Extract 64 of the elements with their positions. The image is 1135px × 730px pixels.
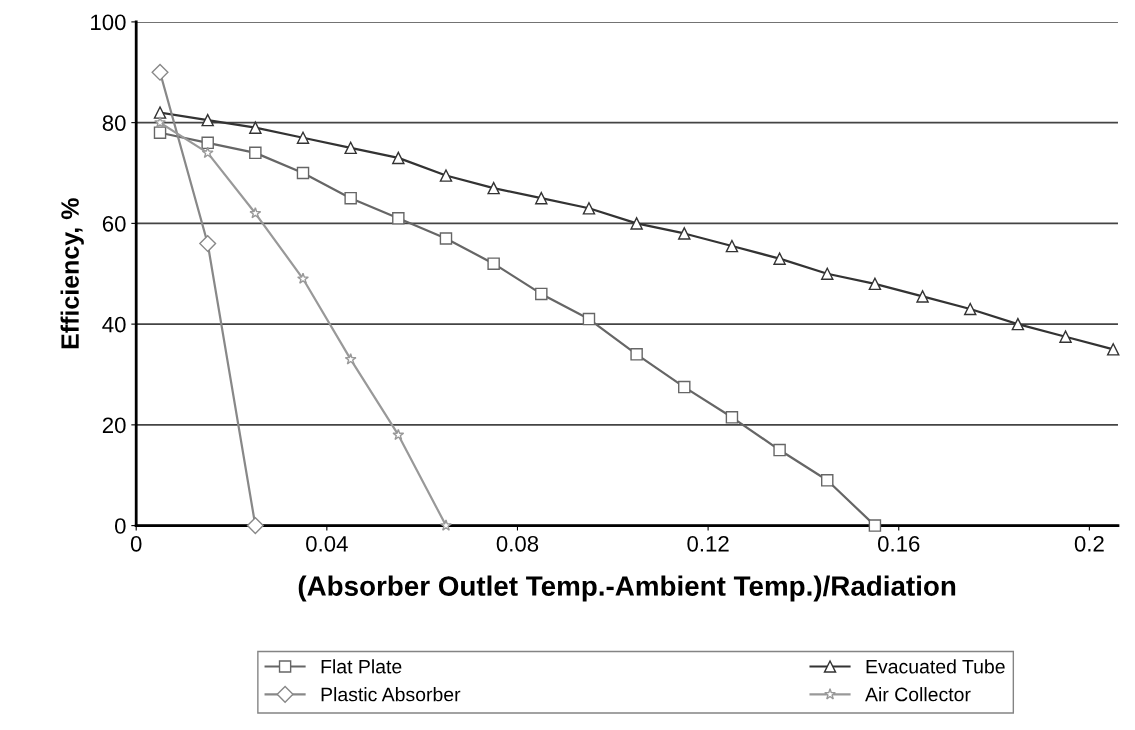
point xyxy=(630,217,643,230)
point xyxy=(1011,317,1025,331)
point xyxy=(821,474,834,487)
point xyxy=(249,146,262,160)
point xyxy=(201,146,214,159)
point xyxy=(582,202,596,215)
point xyxy=(246,517,264,535)
x-axis-title: (Absorber Outlet Temp.-Ambient Temp.)/Radiation xyxy=(298,575,956,602)
y-axis-title: Efficiency, % xyxy=(60,198,84,349)
point xyxy=(487,181,500,195)
point xyxy=(439,232,453,245)
x-tick-label: 0.2 xyxy=(1074,535,1104,552)
point xyxy=(487,257,500,270)
legend-label: Evacuated Tube xyxy=(866,659,1005,674)
point xyxy=(535,287,548,301)
point xyxy=(678,380,691,394)
point xyxy=(296,166,310,180)
point xyxy=(201,113,214,127)
point xyxy=(773,252,786,265)
point xyxy=(344,141,357,155)
legend-label: Plastic Absorber xyxy=(321,687,461,702)
point xyxy=(963,302,977,316)
point xyxy=(725,411,739,424)
point xyxy=(821,267,834,281)
legend-label: Air Collector xyxy=(865,687,971,702)
point xyxy=(916,290,929,303)
point xyxy=(344,353,357,365)
point xyxy=(678,227,691,240)
y-tick-label: 100 xyxy=(91,14,126,31)
x-tick-label: 0.12 xyxy=(687,535,729,552)
point xyxy=(1106,343,1120,356)
point xyxy=(296,131,310,145)
point xyxy=(630,348,643,361)
point xyxy=(153,106,167,119)
point xyxy=(1059,330,1072,343)
point xyxy=(153,126,167,139)
point xyxy=(773,443,786,457)
point xyxy=(154,116,167,128)
point xyxy=(297,272,309,284)
point xyxy=(344,191,357,205)
point xyxy=(440,519,452,531)
x-tick-label: 0.04 xyxy=(306,535,348,552)
y-tick-label: 80 xyxy=(102,115,126,131)
y-tick-label: 20 xyxy=(102,417,126,434)
point xyxy=(439,169,453,182)
point xyxy=(868,277,882,291)
x-tick-label: 0 xyxy=(130,535,142,552)
y-tick-label: 40 xyxy=(102,316,126,333)
point xyxy=(249,207,262,219)
point xyxy=(199,234,217,253)
x-tick-label: 0.08 xyxy=(496,535,539,552)
y-tick-label: 0 xyxy=(114,518,126,534)
legend-label: Flat Plate xyxy=(321,659,402,674)
point xyxy=(151,63,169,81)
point xyxy=(868,519,882,532)
point xyxy=(392,151,405,165)
point xyxy=(535,191,548,205)
point xyxy=(582,312,596,326)
point xyxy=(249,121,262,134)
point xyxy=(392,212,405,225)
point xyxy=(201,136,214,150)
point xyxy=(725,239,739,253)
x-tick-label: 0.16 xyxy=(877,535,920,552)
y-tick-label: 60 xyxy=(102,215,126,232)
